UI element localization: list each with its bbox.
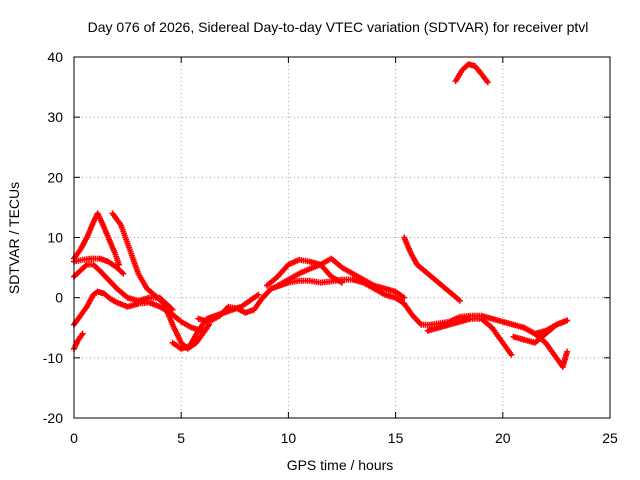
series-markers bbox=[521, 324, 571, 370]
series-arc-15 bbox=[521, 324, 571, 370]
x-axis-label: GPS time / hours bbox=[287, 457, 394, 473]
series-markers bbox=[424, 315, 515, 358]
series-markers bbox=[452, 61, 491, 86]
y-axis-label: SDTVAR / TECUs bbox=[6, 182, 22, 294]
data-layer bbox=[71, 61, 571, 370]
series-arc-16 bbox=[452, 61, 491, 86]
x-tick-label: 0 bbox=[70, 430, 78, 446]
series-arc-11 bbox=[401, 234, 463, 304]
x-tick-label: 5 bbox=[177, 430, 185, 446]
series-arc-4 bbox=[109, 210, 213, 352]
y-tick-label: -20 bbox=[43, 410, 63, 426]
series-arc-10 bbox=[274, 255, 408, 301]
ticks: 0 5 10 15 20 25 -20 -10 0 10 20 30 40 bbox=[43, 49, 618, 446]
series-markers bbox=[510, 317, 571, 346]
y-tick-label: 10 bbox=[47, 230, 63, 246]
y-tick-label: 0 bbox=[55, 290, 63, 306]
chart-title: Day 076 of 2026, Sidereal Day-to-day VTE… bbox=[88, 19, 589, 35]
y-tick-label: -10 bbox=[43, 350, 63, 366]
series-arc-14 bbox=[510, 317, 571, 346]
x-tick-label: 10 bbox=[281, 430, 297, 446]
grid bbox=[74, 57, 610, 418]
y-tick-label: 30 bbox=[47, 109, 63, 125]
series-markers bbox=[401, 234, 463, 304]
series-markers bbox=[274, 255, 408, 301]
series-arc-13 bbox=[424, 315, 515, 358]
x-tick-label: 25 bbox=[602, 430, 618, 446]
series-markers bbox=[109, 210, 213, 352]
x-tick-label: 15 bbox=[388, 430, 404, 446]
y-tick-label: 40 bbox=[47, 49, 63, 65]
x-tick-label: 20 bbox=[495, 430, 511, 446]
y-tick-label: 20 bbox=[47, 169, 63, 185]
